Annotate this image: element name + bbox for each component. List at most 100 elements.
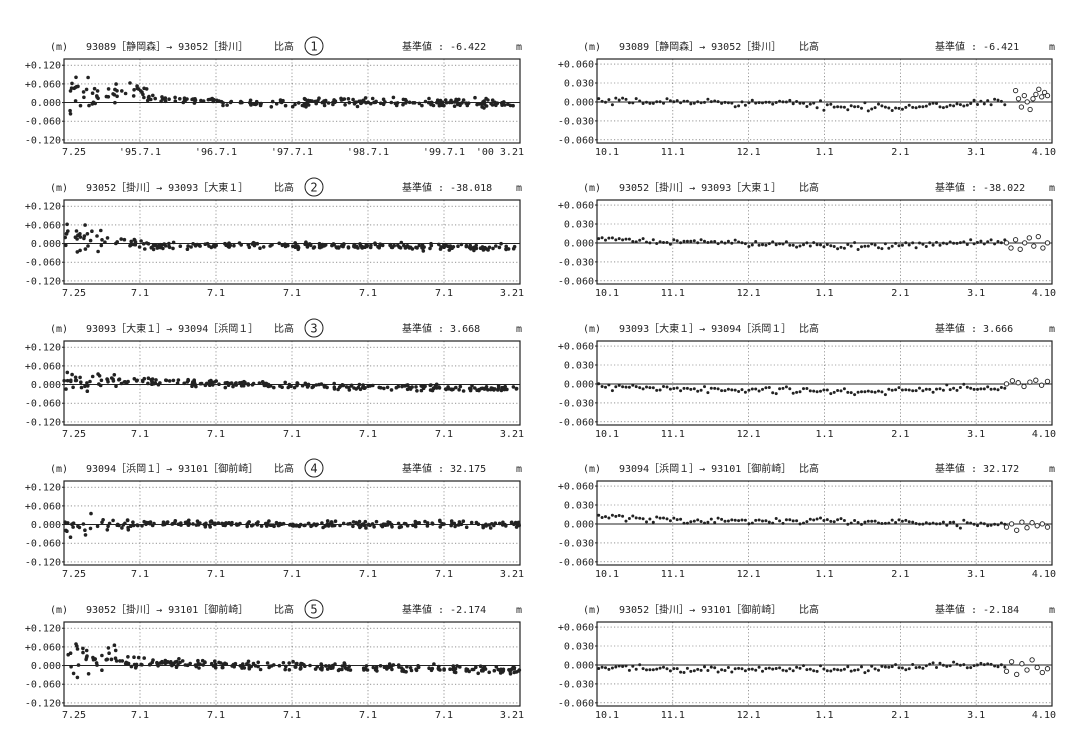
data-point: [938, 387, 942, 391]
data-point: [62, 378, 66, 383]
data-point: [918, 665, 921, 669]
open-data-point: [1039, 669, 1045, 676]
quantity-label: 比高: [799, 462, 819, 475]
data-point: [607, 236, 611, 240]
data-point: [391, 95, 396, 100]
y-tick-label: -0.030: [558, 679, 594, 690]
quantity-label: 比高: [799, 322, 819, 335]
data-point: [512, 670, 516, 675]
data-point: [965, 666, 969, 670]
open-data-point: [1040, 245, 1046, 251]
data-point: [211, 99, 215, 104]
data-point: [218, 661, 223, 665]
data-point: [113, 100, 117, 105]
data-point: [764, 100, 768, 104]
data-point: [91, 657, 96, 662]
data-point: [136, 523, 140, 528]
data-point: [989, 523, 993, 527]
data-point: [226, 244, 230, 249]
data-point: [473, 95, 477, 100]
data-point: [229, 381, 234, 385]
data-point: [287, 668, 292, 672]
data-points: [62, 370, 519, 394]
open-data-point: [1034, 664, 1040, 671]
data-point: [486, 98, 490, 102]
data-point: [856, 105, 860, 109]
data-point: [883, 105, 887, 109]
data-point: [802, 101, 805, 105]
data-point: [401, 102, 405, 107]
data-point: [381, 102, 386, 107]
data-point: [85, 389, 90, 394]
open-data-point: [1033, 377, 1039, 383]
data-point: [685, 386, 689, 390]
data-point: [986, 662, 990, 666]
data-point: [163, 98, 168, 103]
data-point: [692, 239, 696, 243]
data-point: [610, 666, 614, 670]
y-tick-label: 0.000: [564, 660, 594, 671]
data-point: [849, 244, 853, 248]
data-point: [658, 388, 662, 392]
data-point: [999, 521, 1003, 525]
data-point: [935, 102, 938, 105]
data-point: [407, 385, 412, 390]
data-point: [79, 380, 83, 385]
data-point: [604, 666, 607, 670]
data-point: [890, 518, 894, 522]
data-point: [332, 523, 337, 528]
data-point: [313, 667, 318, 671]
data-point: [743, 103, 747, 107]
data-point: [90, 374, 95, 379]
data-point: [124, 660, 128, 665]
plot-frame: [596, 621, 1053, 707]
data-point: [112, 643, 117, 647]
data-point: [74, 229, 79, 233]
data-point: [743, 242, 747, 246]
data-point: [232, 243, 236, 248]
data-point: [76, 663, 81, 667]
data-point: [907, 520, 911, 524]
data-point: [388, 242, 393, 247]
data-point: [822, 108, 826, 112]
open-data-point: [1008, 659, 1015, 665]
reference-unit: m: [516, 324, 522, 335]
y-tick-label: +0.060: [558, 482, 594, 493]
data-point: [846, 390, 850, 394]
data-point: [600, 236, 604, 240]
data-point: [617, 514, 621, 517]
data-point: [310, 99, 314, 103]
data-point: [104, 94, 109, 99]
data-point: [699, 101, 703, 105]
data-point: [754, 240, 758, 243]
data-point: [986, 240, 990, 244]
data-point: [440, 521, 444, 526]
data-point: [400, 384, 404, 389]
data-point: [723, 241, 727, 245]
panel-number: 2: [310, 181, 317, 195]
x-tick-label: 7.1: [283, 569, 301, 580]
data-point: [141, 379, 145, 384]
data-point: [496, 388, 500, 392]
data-point: [668, 669, 672, 673]
data-point: [750, 667, 754, 671]
route-title: 93052［掛川］→ 93093［大東１］: [619, 181, 781, 194]
data-point: [177, 657, 181, 661]
data-point: [846, 243, 850, 246]
data-point: [387, 665, 391, 670]
data-point: [631, 240, 635, 243]
data-point: [610, 389, 614, 393]
data-point: [85, 232, 90, 236]
data-point: [460, 101, 464, 105]
data-point: [696, 518, 700, 522]
data-point: [211, 664, 216, 668]
data-point: [511, 103, 515, 108]
data-point: [791, 243, 795, 247]
data-point: [453, 667, 458, 671]
data-point: [223, 241, 227, 246]
data-point: [819, 243, 822, 247]
data-point: [682, 521, 686, 525]
data-point: [733, 518, 737, 522]
data-point: [716, 387, 720, 391]
data-point: [344, 666, 349, 671]
